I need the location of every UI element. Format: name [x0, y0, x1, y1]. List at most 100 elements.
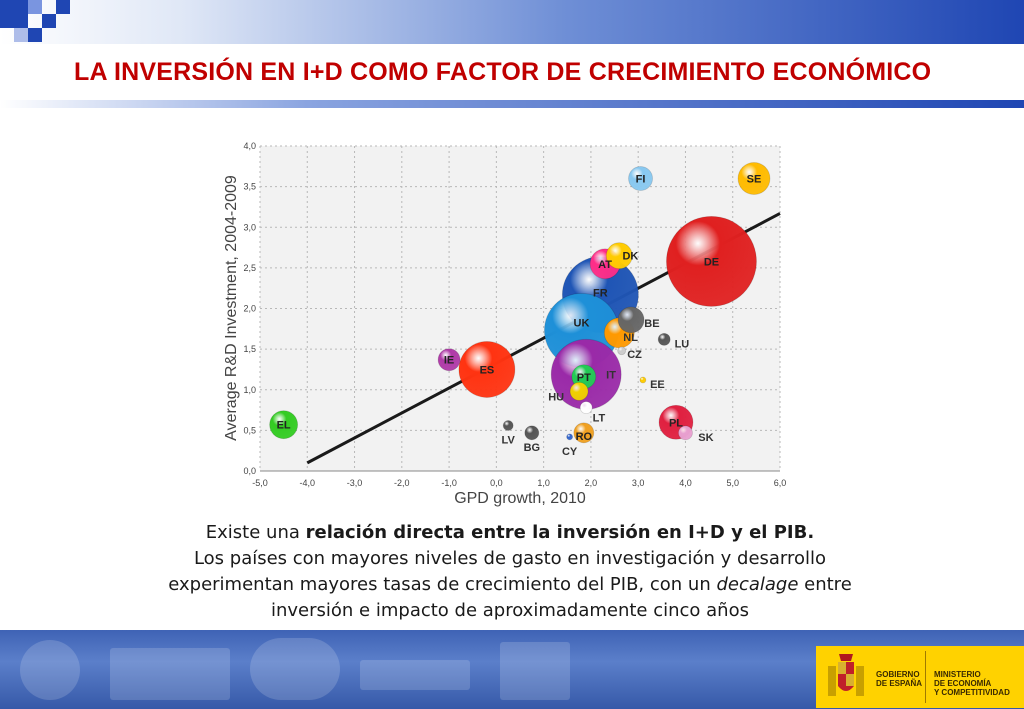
bubble-label-pl: PL [669, 417, 683, 429]
x-tick-label: 4,0 [679, 478, 692, 488]
bubble-bg [524, 425, 540, 441]
bubble-label-lt: LT [593, 413, 606, 425]
header-band [0, 0, 1024, 44]
bubble-label-pt: PT [577, 372, 591, 384]
y-tick-label: 2,0 [243, 304, 256, 314]
bubble-lu [657, 332, 671, 346]
bubble-label-fi: FI [636, 174, 646, 186]
y-axis-label: Average R&D Investment, 2004-2009 [223, 175, 240, 441]
header-square [42, 14, 56, 28]
y-tick-label: 1,0 [243, 385, 256, 395]
bubble-ie [437, 348, 461, 372]
bubble-label-de: DE [704, 256, 719, 268]
bubble-be [617, 306, 645, 334]
coat-of-arms-icon [828, 654, 864, 696]
bubble-label-ie: IE [444, 355, 454, 367]
ministry-text-line-2: DE ECONOMÍA [934, 679, 992, 688]
caption-line-4: inversión e impacto de aproximadamente c… [271, 600, 749, 621]
bubble-label-cz: CZ [627, 349, 642, 361]
bubble-label-fr: FR [593, 288, 608, 300]
x-tick-label: 0,0 [490, 478, 503, 488]
bubble-ee [639, 376, 647, 384]
caption-italic-term: decalage [716, 574, 799, 595]
bubble-lv [502, 420, 514, 431]
logo-text-line-2: DE ESPAÑA [876, 679, 923, 688]
header-square [0, 0, 28, 28]
y-tick-label: 3,0 [243, 222, 256, 232]
tick-labels: -5,0 -4,0 -3,0 -2,0 -1,0 0,0 1,0 2,0 3,0 4,0 5,0 6,… [243, 141, 786, 488]
caption-block: Existe una relación directa entre la inv… [95, 520, 925, 624]
x-tick-label: -5,0 [252, 478, 268, 488]
footer-decoration [250, 638, 340, 700]
bubble-label-uk: UK [574, 317, 590, 329]
x-tick-label: 3,0 [632, 478, 645, 488]
x-tick-label: 5,0 [726, 478, 739, 488]
bubble-label-el: EL [277, 420, 291, 432]
bubble-dk [605, 242, 633, 270]
footer-decoration [20, 640, 80, 700]
logo-text-line-1: GOBIERNO [876, 670, 920, 679]
header-square [28, 0, 42, 14]
bubble-ro [573, 422, 595, 444]
y-tick-label: 0,0 [243, 466, 256, 476]
bubble-label-hu: HU [548, 391, 564, 403]
ministry-text-line-1: MINISTERIO [934, 670, 981, 679]
footer-decoration [500, 642, 570, 700]
y-tick-label: 1,5 [243, 344, 256, 354]
gridlines [259, 145, 781, 472]
bubble-label-be: BE [644, 318, 659, 330]
x-tick-label: -1,0 [441, 478, 457, 488]
bubble-label-bg: BG [524, 442, 541, 454]
bubble-sk [678, 425, 693, 441]
bubble-label-lu: LU [675, 338, 690, 350]
bubble-label-ro: RO [576, 431, 593, 443]
bubble-se [737, 162, 771, 195]
x-tick-label: 2,0 [585, 478, 598, 488]
caption-line-1: Existe una relación directa entre la inv… [95, 520, 925, 546]
bubble-label-ee: EE [650, 379, 665, 391]
bubble-cz [617, 346, 627, 356]
bubble-es [458, 341, 516, 398]
caption-prefix: Existe una [205, 522, 306, 543]
bubble-label-nl: NL [623, 332, 638, 344]
bubble-label-dk: DK [622, 251, 638, 263]
bubble-cy [566, 433, 574, 441]
header-square [14, 28, 28, 42]
y-tick-label: 4,0 [243, 141, 256, 151]
bubble-label-sk: SK [698, 432, 713, 444]
bubble-label-it: IT [606, 369, 616, 381]
caption-line-2: Los países con mayores niveles de gasto … [193, 548, 827, 569]
bubble-chart: -5,0 -4,0 -3,0 -2,0 -1,0 0,0 1,0 2,0 3,0 4,0 5,0 6,… [223, 141, 786, 507]
x-tick-label: 6,0 [774, 478, 787, 488]
bubble-hu [569, 381, 589, 401]
bubble-label-lv: LV [502, 435, 516, 447]
header-square [28, 28, 42, 42]
bubble-lt [579, 401, 593, 415]
government-logo: GOBIERNO DE ESPAÑA MINISTERIO DE ECONOMÍ… [816, 646, 1024, 708]
caption-emphasis: relación directa entre la inversión en I… [305, 522, 815, 543]
bubble-de [666, 215, 757, 307]
caption-line-3: experimentan mayores tasas de crecimient… [95, 572, 925, 598]
x-tick-label: -3,0 [347, 478, 363, 488]
footer-decoration [360, 660, 470, 690]
logo-divider [925, 651, 926, 703]
bubble-el [269, 410, 299, 440]
ministry-text-line-3: Y COMPETITIVIDAD [934, 688, 1010, 697]
caption-line-3-prefix: experimentan mayores tasas de crecimient… [168, 574, 717, 595]
x-axis-label: GPD growth, 2010 [454, 490, 586, 507]
y-tick-label: 3,5 [243, 182, 256, 192]
y-tick-label: 0,5 [243, 425, 256, 435]
x-tick-label: -2,0 [394, 478, 410, 488]
y-tick-label: 2,5 [243, 263, 256, 273]
footer-decoration [110, 648, 230, 700]
slide-title: LA INVERSIÓN EN I+D COMO FACTOR DE CRECI… [74, 58, 932, 86]
bubble-label-se: SE [747, 174, 762, 186]
title-underline-band [0, 100, 1024, 108]
bubble-label-cy: CY [562, 446, 578, 458]
bubble-fi [628, 166, 653, 191]
header-square [56, 0, 70, 14]
caption-line-3-suffix: entre [798, 574, 852, 595]
bubble-label-es: ES [480, 364, 495, 376]
x-tick-label: -4,0 [300, 478, 316, 488]
